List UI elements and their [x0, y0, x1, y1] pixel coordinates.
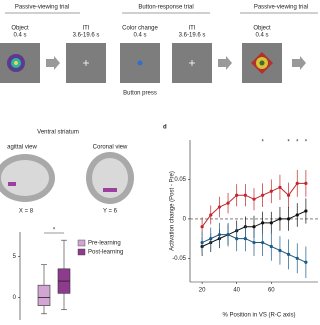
y-tick-label: 0 — [183, 216, 187, 222]
point — [295, 256, 299, 260]
brain-image — [1, 160, 49, 196]
point — [200, 240, 204, 245]
point — [200, 225, 204, 229]
view-label: agittal view — [7, 145, 37, 151]
roi — [8, 182, 16, 186]
point — [269, 221, 273, 225]
point — [269, 189, 273, 193]
coord: Y = 6 — [103, 209, 118, 215]
point — [252, 197, 256, 201]
object — [251, 52, 273, 74]
point — [226, 201, 230, 205]
x-axis-label: % Position in VS (R-C axis) — [222, 313, 295, 319]
x-tick-label: 40 — [233, 288, 240, 294]
point — [286, 217, 291, 221]
legend-swatch — [77, 248, 86, 256]
y-tick-label: -0.05 — [172, 256, 186, 262]
point — [235, 193, 239, 197]
point — [261, 240, 265, 245]
color-dot — [137, 60, 143, 66]
trial-title: Passive-viewing trial — [254, 5, 308, 11]
panel-label: Object — [11, 26, 29, 32]
point — [304, 260, 308, 264]
point — [209, 213, 213, 217]
point — [252, 225, 256, 229]
point — [243, 193, 247, 197]
note: Button press — [123, 91, 157, 97]
point — [286, 193, 291, 197]
point — [261, 193, 265, 197]
significance: * — [296, 140, 299, 146]
point — [278, 248, 282, 253]
point — [261, 221, 265, 225]
point — [269, 244, 273, 249]
point — [209, 237, 213, 241]
panel-duration: 3.6-19.6 s — [73, 33, 100, 39]
point — [286, 252, 291, 256]
trial-title: Passive-viewing trial — [15, 5, 69, 11]
object — [7, 54, 25, 72]
region-title: Ventral striatum — [37, 130, 79, 136]
point — [304, 209, 308, 213]
box — [37, 284, 51, 306]
panel-label: ITI — [189, 26, 196, 32]
y-tick-label: 0 — [13, 295, 17, 301]
point — [278, 217, 282, 221]
point — [217, 205, 222, 209]
point — [235, 237, 239, 241]
point — [217, 233, 222, 237]
x-tick-label: 60 — [268, 288, 275, 294]
y-tick-label: 5 — [13, 254, 17, 260]
trial-title: Button-response trial — [138, 5, 193, 11]
panel-label: Color change — [122, 26, 158, 32]
y-axis-label: Activation change (Post - Pre) — [170, 171, 176, 251]
panel-duration: 3.6-19.6 s — [179, 33, 206, 39]
significance: * — [305, 140, 308, 146]
brain-image — [92, 158, 128, 198]
point — [295, 181, 299, 185]
coord: X = 8 — [19, 209, 34, 215]
panel-duration: 0.4 s — [13, 33, 26, 39]
panel-duration: 0.4 s — [255, 33, 268, 39]
point — [252, 240, 256, 245]
significance: * — [261, 140, 264, 146]
legend-label: Post-learning — [88, 250, 123, 256]
brain-panel: Ventral striatum agittal view Coronal vi… — [0, 130, 134, 215]
arrows — [46, 56, 306, 70]
point — [226, 233, 230, 237]
y-tick-label: 0.05 — [174, 177, 186, 183]
legend-label: Pre-learning — [88, 241, 121, 247]
roi — [103, 188, 117, 192]
point — [295, 213, 299, 217]
point — [278, 185, 282, 189]
x-tick-label: 20 — [199, 288, 206, 294]
point — [243, 237, 247, 241]
schematic: Passive-viewing trial Button-response tr… — [0, 5, 318, 97]
view-label: Coronal view — [93, 145, 128, 151]
panel-duration: 0.4 s — [133, 33, 146, 39]
panel-letter: d — [163, 125, 167, 131]
point — [304, 181, 308, 185]
legend-swatch — [77, 239, 86, 247]
significance: * — [287, 140, 290, 146]
fixation — [83, 60, 195, 66]
panel-label: Object — [253, 26, 271, 32]
panel-label: ITI — [83, 26, 90, 32]
significance: * — [53, 228, 56, 234]
